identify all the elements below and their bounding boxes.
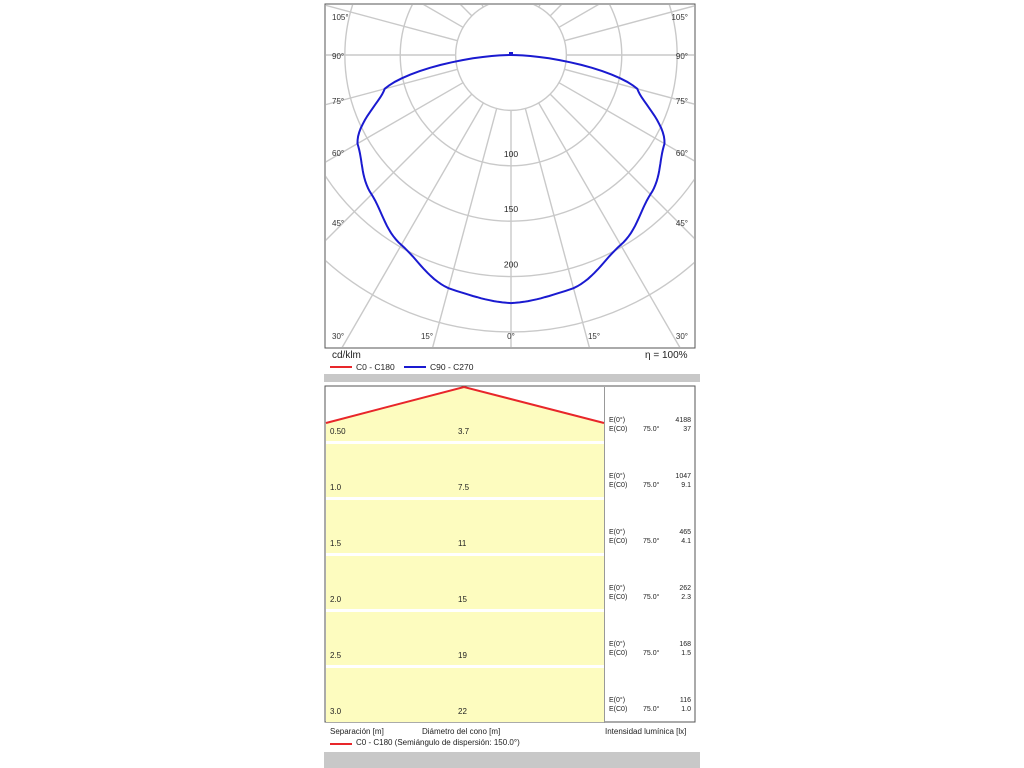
cone-outline-c0-c180 bbox=[325, 385, 605, 424]
row-ec0-value: 4.1 bbox=[681, 538, 691, 545]
row-ec0-label: E(C0) bbox=[609, 594, 628, 601]
polar-spoke bbox=[549, 93, 694, 239]
row-e0-value: 262 bbox=[679, 585, 691, 592]
angle-label-left: 105° bbox=[332, 13, 349, 22]
angle-label-right: 60° bbox=[676, 149, 688, 158]
polar-spoke bbox=[564, 5, 694, 42]
polar-ring-labels: 100 150 200 bbox=[504, 149, 518, 270]
row-ec0-value: 9.1 bbox=[681, 482, 691, 489]
cone-legend-label: C0 - C180 (Semiángulo de dispersión: 150… bbox=[356, 738, 520, 747]
row-cone-diameter: 19 bbox=[458, 651, 467, 660]
angle-label-0: 0° bbox=[507, 332, 515, 341]
row-separation: 1.0 bbox=[330, 483, 342, 492]
row-ec0-label: E(C0) bbox=[609, 650, 628, 657]
row-e0-label: E(0°) bbox=[609, 641, 626, 648]
efficiency-label: η = 100% bbox=[645, 350, 688, 361]
bottom-band bbox=[324, 752, 700, 768]
row-e0-label: E(0°) bbox=[609, 529, 626, 536]
polar-spoke bbox=[558, 82, 694, 162]
row-e0-value: 116 bbox=[679, 697, 691, 704]
polar-spoke bbox=[326, 5, 458, 42]
legend-swatch-c0 bbox=[330, 366, 352, 368]
angle-label-15-left: 15° bbox=[421, 332, 433, 341]
polar-spoke bbox=[564, 68, 694, 105]
angle-label-left: 90° bbox=[332, 52, 344, 61]
cone-body bbox=[325, 385, 694, 723]
polar-spoke bbox=[326, 82, 464, 163]
row-e0-label: E(0°) bbox=[609, 585, 626, 592]
row-separation: 0.50 bbox=[330, 427, 346, 436]
angle-label-15-right: 15° bbox=[588, 332, 600, 341]
polar-spoke bbox=[432, 108, 498, 347]
ring-label-200: 200 bbox=[504, 260, 518, 270]
row-ec0-label: E(C0) bbox=[609, 538, 628, 545]
row-separation: 2.5 bbox=[330, 651, 342, 660]
angle-label-left: 45° bbox=[332, 219, 344, 228]
polar-spoke bbox=[326, 68, 458, 106]
angle-label-left: 75° bbox=[332, 97, 344, 106]
row-cone-diameter: 3.7 bbox=[458, 427, 470, 436]
row-separation: 3.0 bbox=[330, 707, 342, 716]
series-origin-marker bbox=[509, 52, 513, 56]
row-e0-value: 1047 bbox=[675, 473, 691, 480]
row-cone-diameter: 7.5 bbox=[458, 483, 470, 492]
row-cone-diameter: 11 bbox=[458, 539, 467, 548]
polar-spoke bbox=[538, 102, 681, 347]
row-angle: 75.0° bbox=[643, 426, 660, 433]
row-cone-diameter: 22 bbox=[458, 707, 467, 716]
angle-label-left: 30° bbox=[332, 332, 344, 341]
row-e0-value: 465 bbox=[679, 529, 691, 536]
row-separation: 1.5 bbox=[330, 539, 342, 548]
polar-spoke bbox=[326, 93, 473, 241]
row-ec0-label: E(C0) bbox=[609, 426, 628, 433]
row-angle: 75.0° bbox=[643, 482, 660, 489]
row-angle: 75.0° bbox=[643, 650, 660, 657]
row-angle: 75.0° bbox=[643, 594, 660, 601]
legend-swatch-c90 bbox=[404, 366, 426, 368]
row-ec0-value: 1.5 bbox=[681, 650, 691, 657]
header-luminous-intensity: Intensidad lumínica [lx] bbox=[605, 727, 687, 736]
row-e0-value: 4188 bbox=[675, 417, 691, 424]
row-e0-value: 168 bbox=[679, 641, 691, 648]
legend-label-c0: C0 - C180 bbox=[356, 362, 395, 372]
row-separation: 2.0 bbox=[330, 595, 342, 604]
ring-label-100: 100 bbox=[504, 149, 518, 159]
row-ec0-label: E(C0) bbox=[609, 706, 628, 713]
row-ec0-value: 37 bbox=[683, 426, 691, 433]
angle-label-right: 75° bbox=[676, 97, 688, 106]
angle-label-right: 30° bbox=[676, 332, 688, 341]
row-e0-label: E(0°) bbox=[609, 473, 626, 480]
row-cone-diameter: 15 bbox=[458, 595, 467, 604]
cone-legend-swatch bbox=[330, 743, 352, 745]
row-ec0-label: E(C0) bbox=[609, 482, 628, 489]
angle-label-left: 60° bbox=[332, 149, 344, 158]
separator-band bbox=[324, 374, 700, 382]
row-ec0-value: 1.0 bbox=[681, 706, 691, 713]
row-e0-label: E(0°) bbox=[609, 417, 626, 424]
polar-spoke bbox=[341, 102, 484, 347]
angle-label-right: 90° bbox=[676, 52, 688, 61]
angle-label-right: 45° bbox=[676, 219, 688, 228]
header-cone-diameter: Diámetro del cono [m] bbox=[422, 727, 501, 736]
polar-angle-labels: 105° 105° 90° 90° 75° 75° 60° 60° 45° 45° 30° 30° 15… bbox=[332, 13, 688, 341]
polar-frame bbox=[324, 3, 696, 349]
angle-label-right: 105° bbox=[671, 13, 688, 22]
series-line-c90-c270 bbox=[356, 54, 666, 305]
row-angle: 75.0° bbox=[643, 538, 660, 545]
row-angle: 75.0° bbox=[643, 706, 660, 713]
polar-curves bbox=[356, 52, 666, 305]
row-e0-label: E(0°) bbox=[609, 697, 626, 704]
polar-grid bbox=[326, 5, 694, 347]
ring-label-150: 150 bbox=[504, 204, 518, 214]
header-separation: Separación [m] bbox=[330, 727, 384, 736]
row-ec0-value: 2.3 bbox=[681, 594, 691, 601]
polar-spoke bbox=[524, 108, 590, 347]
legend-label-c90: C90 - C270 bbox=[430, 362, 474, 372]
polar-unit-label: cd/klm bbox=[332, 350, 361, 361]
